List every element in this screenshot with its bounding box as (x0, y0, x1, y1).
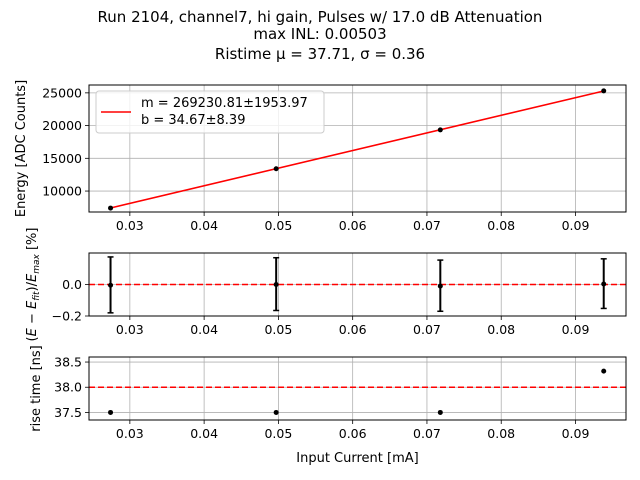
risetime-ticks: 0.03 0.04 0.05 0.06 0.07 0.08 0.09 37.5 38.0 38.5 (54, 355, 589, 441)
risetime-data-point (108, 409, 114, 415)
title-line-2: max INL: 0.00503 (253, 25, 386, 43)
risetime-x-tick-label: 0.06 (339, 426, 367, 441)
risetime-x-tick-label: 0.03 (116, 426, 144, 441)
risetime-series (89, 368, 626, 415)
figure-title: Run 2104, channel7, hi gain, Pulses w/ 1… (98, 8, 543, 63)
energy-x-tick-label: 0.06 (339, 218, 367, 233)
residual-ticks: 0.03 0.04 0.05 0.06 0.07 0.08 0.09 −0.2 0.0 (52, 277, 590, 337)
energy-x-tick-label: 0.04 (190, 218, 218, 233)
energy-x-tick-label: 0.09 (562, 218, 590, 233)
energy-x-tick-label: 0.07 (413, 218, 441, 233)
residual-x-tick-label: 0.05 (264, 322, 292, 337)
residual-x-tick-label: 0.03 (116, 322, 144, 337)
risetime-y-tick-label: 37.5 (54, 405, 82, 420)
residual-y-axis-label: (E − Efit)/Emax [%] (25, 228, 42, 342)
residual-y-tick-label: −0.2 (52, 309, 82, 324)
energy-y-tick-label: 10000 (42, 184, 82, 199)
residual-data-point (273, 282, 279, 287)
risetime-x-tick-label: 0.09 (562, 426, 590, 441)
risetime-x-tick-label: 0.05 (264, 426, 292, 441)
residual-data-point (601, 281, 607, 287)
legend-box (95, 90, 325, 134)
energy-panel: 0.03 0.04 0.05 0.06 0.07 0.08 0.09 10000 15000 20… (14, 80, 627, 233)
energy-y-axis-label: Energy [ADC Counts] (14, 80, 29, 217)
legend-entry-intercept: b = 34.67±8.39 (141, 113, 245, 128)
energy-x-tick-label: 0.03 (116, 218, 144, 233)
risetime-x-tick-label: 0.04 (190, 426, 218, 441)
residual-x-tick-label: 0.07 (413, 322, 441, 337)
risetime-y-tick-label: 38.5 (54, 355, 82, 370)
energy-y-tick-label: 20000 (42, 118, 82, 133)
risetime-data-point (273, 409, 279, 415)
residual-series (89, 256, 626, 314)
energy-x-tick-label: 0.08 (487, 218, 515, 233)
risetime-data-point (601, 368, 607, 374)
title-line-1: Run 2104, channel7, hi gain, Pulses w/ 1… (98, 8, 543, 26)
energy-data-point (273, 166, 279, 172)
risetime-y-tick-label: 38.0 (54, 380, 82, 395)
energy-x-tick-label: 0.05 (264, 218, 292, 233)
energy-y-tick-label: 25000 (42, 85, 82, 100)
x-axis-label: Input Current [mA] (296, 451, 418, 466)
risetime-x-tick-label: 0.08 (487, 426, 515, 441)
risetime-data-point (437, 409, 443, 415)
residual-data-point (437, 283, 443, 289)
risetime-axes-frame (88, 356, 627, 421)
energy-axes-frame (88, 84, 627, 213)
title-line-3: Ristime μ = 37.71, σ = 0.36 (215, 45, 425, 63)
energy-legend: m = 269230.81±1953.97 b = 34.67±8.39 (95, 90, 325, 134)
energy-data-point (108, 205, 114, 211)
risetime-x-tick-label: 0.07 (413, 426, 441, 441)
energy-y-tick-label: 15000 (42, 151, 82, 166)
residual-x-tick-label: 0.09 (562, 322, 590, 337)
residual-x-tick-label: 0.04 (190, 322, 218, 337)
energy-ticks: 0.03 0.04 0.05 0.06 0.07 0.08 0.09 10000 15000 20… (42, 85, 589, 233)
energy-data-point (601, 88, 607, 94)
residual-data-point (108, 282, 114, 288)
fit-line (110, 90, 604, 209)
risetime-y-axis-label: rise time [ns] (29, 345, 44, 432)
energy-data-point (437, 127, 443, 133)
risetime-grid (89, 357, 626, 420)
residual-x-tick-label: 0.06 (339, 322, 367, 337)
residual-y-tick-label: 0.0 (62, 277, 82, 292)
residual-panel: 0.03 0.04 0.05 0.06 0.07 0.08 0.09 −0.2 0.0 (E −… (25, 228, 627, 342)
energy-series (108, 88, 607, 211)
risetime-panel: 0.03 0.04 0.05 0.06 0.07 0.08 0.09 37.5 38.0 38.5… (29, 345, 627, 466)
legend-entry-slope: m = 269230.81±1953.97 (141, 96, 308, 111)
residual-x-tick-label: 0.08 (487, 322, 515, 337)
